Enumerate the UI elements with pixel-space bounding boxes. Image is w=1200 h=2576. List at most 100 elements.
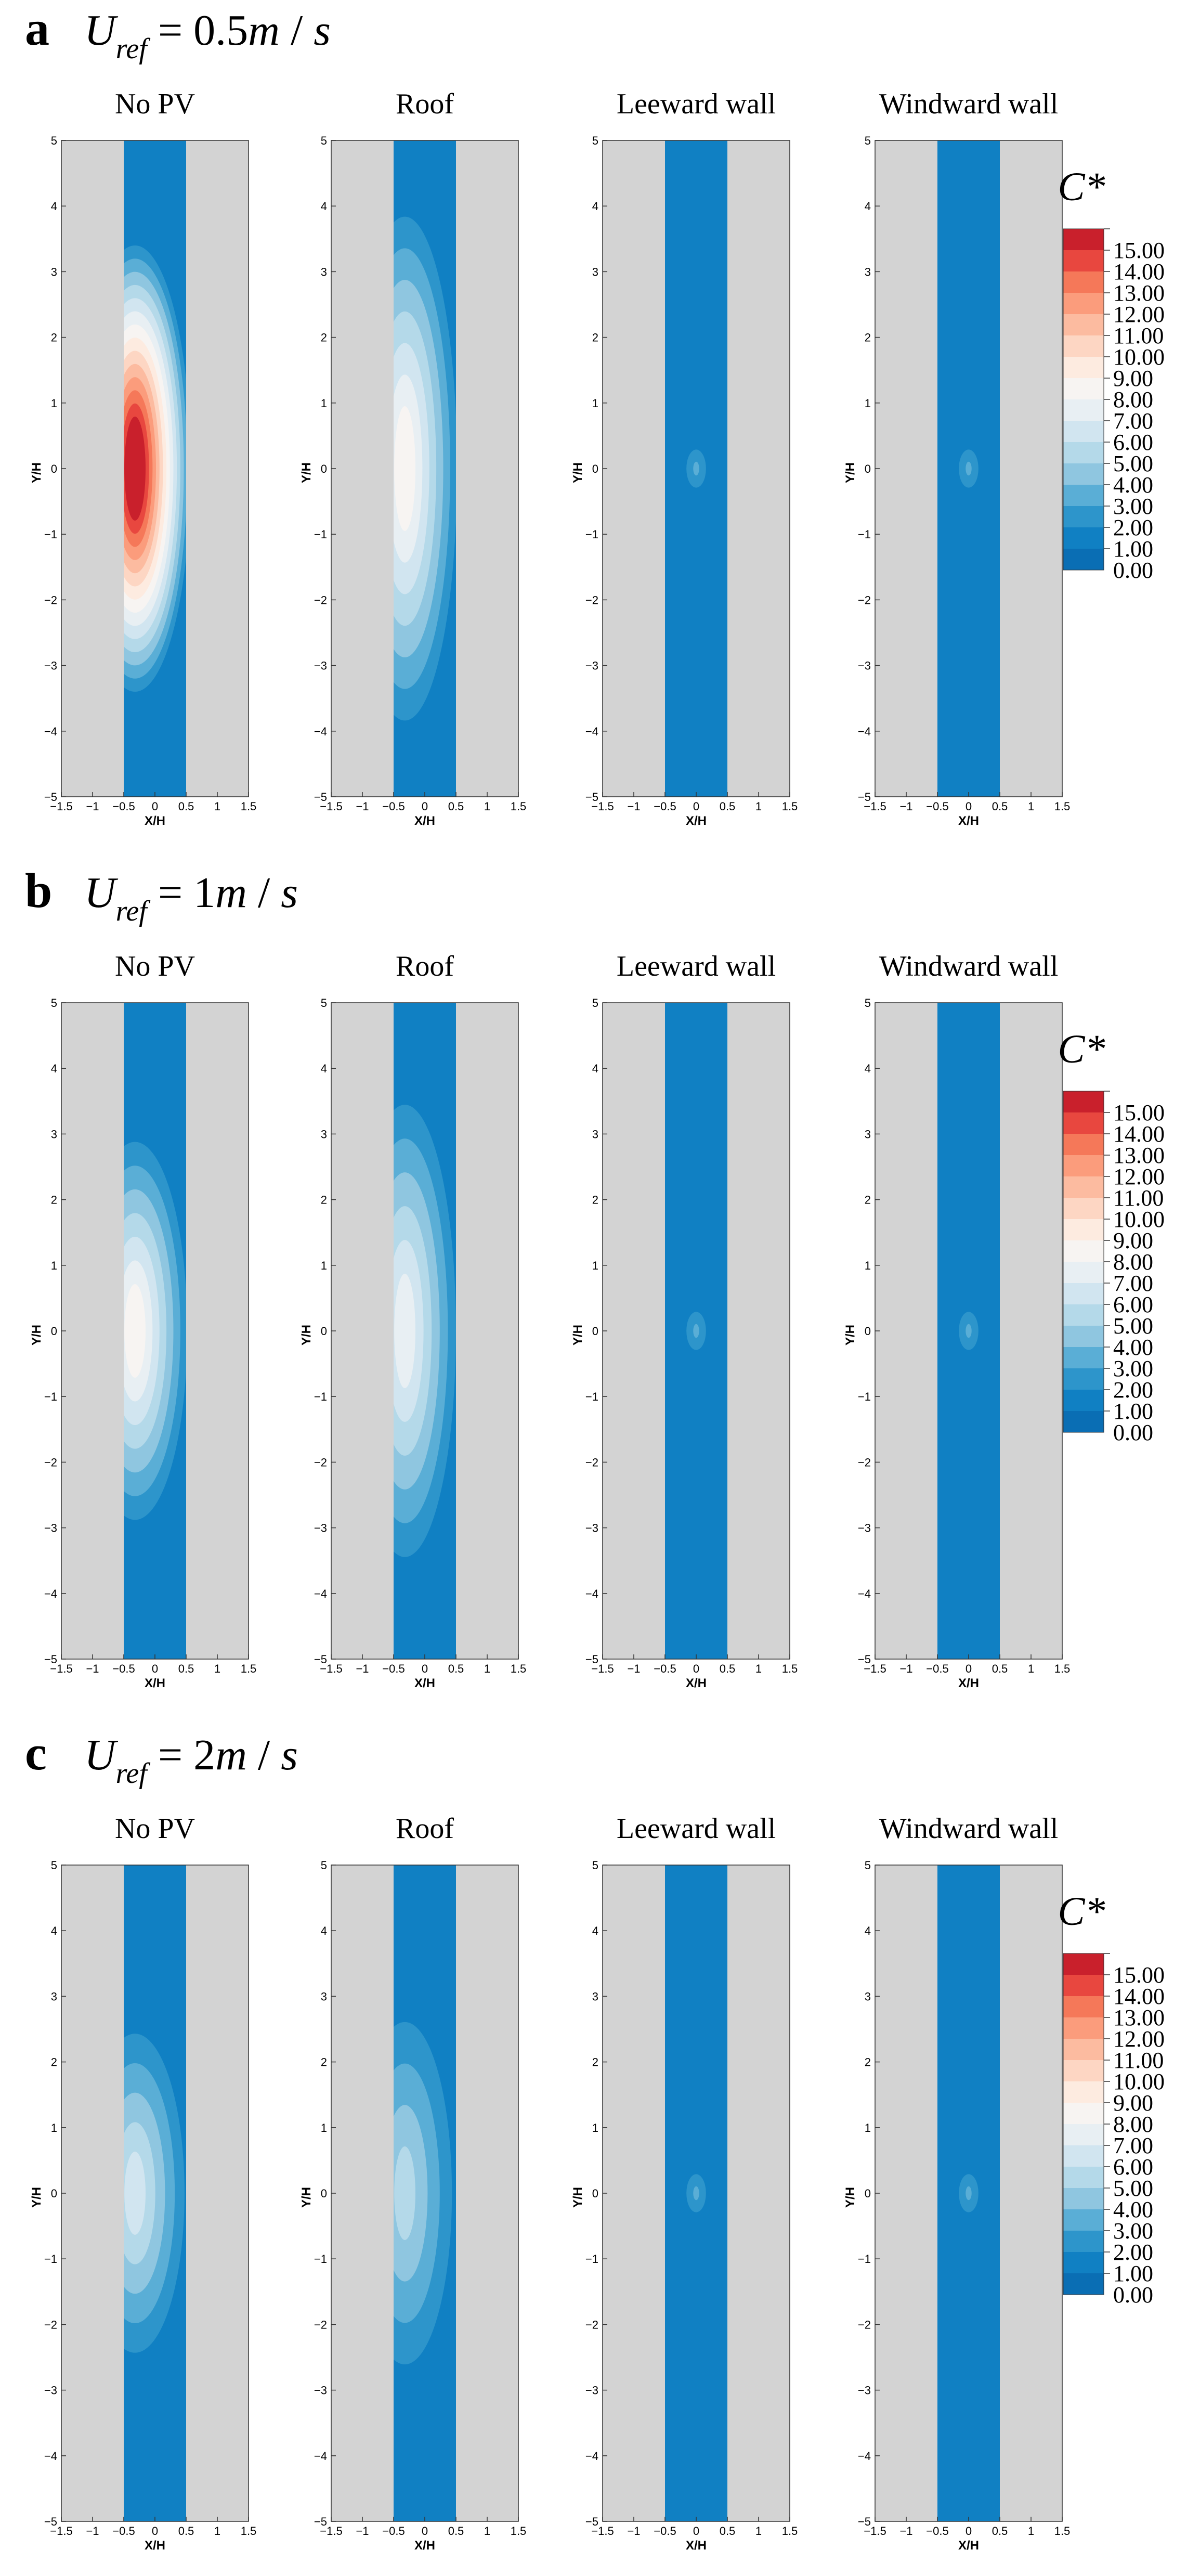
y-tick-label: 1 <box>51 1259 57 1272</box>
legend-label: 15.00 <box>1113 1100 1165 1125</box>
grey-left-band <box>61 1865 124 2521</box>
y-tick-label: 3 <box>321 265 327 278</box>
y-tick-label: 3 <box>51 1128 57 1141</box>
y-tick-label: 5 <box>865 996 871 1009</box>
x-tick-label: −1.5 <box>320 800 342 813</box>
legend-label: 1.00 <box>1113 2261 1153 2286</box>
x-tick-label: 1 <box>484 2525 490 2538</box>
x-tick-label: 1.5 <box>1054 2525 1071 2538</box>
y-tick-label: 1 <box>592 397 598 410</box>
contour-level-3 <box>966 1324 972 1338</box>
x-tick-label: −0.5 <box>654 2525 676 2538</box>
y-tick-label: −3 <box>585 659 598 672</box>
y-tick-label: 1 <box>592 1259 598 1272</box>
y-tick-label: −1 <box>314 528 327 541</box>
y-tick-label: −4 <box>44 1587 57 1600</box>
x-tick-label: 1 <box>214 1662 220 1675</box>
y-tick-label: −2 <box>585 1456 598 1469</box>
y-tick-label: 3 <box>865 1990 871 2003</box>
y-tick-label: 2 <box>321 2056 327 2069</box>
y-tick-label: 5 <box>51 996 57 1009</box>
y-tick-label: −3 <box>585 1522 598 1535</box>
grey-right-band <box>186 1003 249 1659</box>
eq-variable: U <box>84 869 119 917</box>
y-tick-label: 5 <box>51 1859 57 1872</box>
x-tick-label: 0.5 <box>448 1662 464 1675</box>
legend-label: 13.00 <box>1113 1143 1165 1168</box>
eq-unit-m: m <box>248 6 280 55</box>
y-tick-label: −5 <box>585 2515 598 2528</box>
y-axis-label: Y/H <box>299 1325 314 1345</box>
y-tick-label: −4 <box>314 1587 327 1600</box>
y-tick-label: 0 <box>865 2187 871 2200</box>
y-tick-label: 0 <box>592 462 598 475</box>
panel-windward-wall: Windward wall 5 4 3 2 1 0 −1 −2 −3 −4 −5−1.5 −1 −0.5 0… <box>843 1813 1070 2553</box>
legend-swatch <box>1063 250 1104 271</box>
eq-unit-m: m <box>215 1731 247 1779</box>
x-tick-label: 0.5 <box>448 2525 464 2538</box>
y-tick-label: −2 <box>44 1456 57 1469</box>
x-axis-label: X/H <box>958 1676 979 1690</box>
legend-swatch <box>1063 2167 1104 2188</box>
row-b: b Uref = 1m / sNo PV543210−1−2−3−4−5−1.5−… <box>25 864 1165 1690</box>
row-letter: b <box>25 864 52 918</box>
row-letter: c <box>25 1726 47 1780</box>
y-tick-label: −3 <box>314 1522 327 1535</box>
legend-swatch <box>1063 1155 1104 1176</box>
y-tick-label: 4 <box>865 1062 871 1075</box>
legend-label: 9.00 <box>1113 1228 1153 1253</box>
y-tick-label: 0 <box>51 1325 57 1338</box>
x-tick-label: 0 <box>152 800 158 813</box>
contour-level-3 <box>693 2186 699 2200</box>
x-tick-label: −1 <box>86 2525 99 2538</box>
y-tick-label: −5 <box>858 791 871 804</box>
legend-label: 13.00 <box>1113 280 1165 306</box>
grey-left-band <box>603 140 665 797</box>
legend-label: 10.00 <box>1113 344 1165 370</box>
x-axis-label: X/H <box>145 1676 165 1690</box>
legend-title: C* <box>1058 1026 1105 1071</box>
legend-swatch <box>1063 1975 1104 1996</box>
x-tick-label: −1.5 <box>50 1662 72 1675</box>
legend-swatch <box>1063 2060 1104 2081</box>
panel-title: Roof <box>396 1813 454 1845</box>
legend-label: 14.00 <box>1113 1121 1165 1147</box>
legend-label: 5.00 <box>1113 2176 1153 2201</box>
y-tick-label: 5 <box>321 134 327 147</box>
legend: C* 15.0014.0013.0012.0011.0010.009.008.00… <box>1058 1888 1165 2308</box>
legend-swatch <box>1063 1283 1104 1304</box>
x-tick-label: −1 <box>627 800 640 813</box>
y-tick-label: −2 <box>585 593 598 606</box>
legend-swatch <box>1063 2124 1104 2145</box>
x-tick-label: 0 <box>422 800 428 813</box>
grey-left-band <box>875 1865 937 2521</box>
y-tick-label: −1 <box>44 1390 57 1403</box>
y-tick-label: −3 <box>585 2384 598 2397</box>
y-tick-label: 1 <box>51 2121 57 2134</box>
y-tick-label: 5 <box>321 996 327 1009</box>
x-axis-label: X/H <box>958 2539 979 2553</box>
x-tick-label: 1 <box>214 2525 220 2538</box>
panel-leeward-wall: Leeward wall 5 4 3 2 1 0 −1 −2 −3 −4 −5−1.5 −1 −0.5 0 0… <box>571 950 798 1690</box>
y-tick-label: 2 <box>51 1194 57 1207</box>
y-tick-label: 0 <box>592 2187 598 2200</box>
legend-swatch <box>1063 1262 1104 1283</box>
row-equation: Uref = 0.5m / s <box>84 6 331 65</box>
panel-title: Windward wall <box>879 1813 1059 1845</box>
legend-label: 1.00 <box>1113 1399 1153 1424</box>
contour-level-6 <box>124 2152 146 2235</box>
x-tick-label: −1 <box>86 1662 99 1675</box>
y-tick-label: 2 <box>321 331 327 344</box>
x-tick-label: 0.5 <box>720 1662 736 1675</box>
grey-right-band <box>1000 140 1062 797</box>
legend-label: 4.00 <box>1113 2197 1153 2222</box>
x-tick-label: 1 <box>484 800 490 813</box>
y-tick-label: 2 <box>51 2056 57 2069</box>
x-tick-label: −0.5 <box>112 800 135 813</box>
y-axis-label: Y/H <box>843 2187 857 2208</box>
legend-label: 4.00 <box>1113 472 1153 498</box>
y-axis-label: Y/H <box>843 1325 857 1345</box>
x-tick-label: −1.5 <box>50 800 72 813</box>
legend-swatch <box>1063 2017 1104 2039</box>
